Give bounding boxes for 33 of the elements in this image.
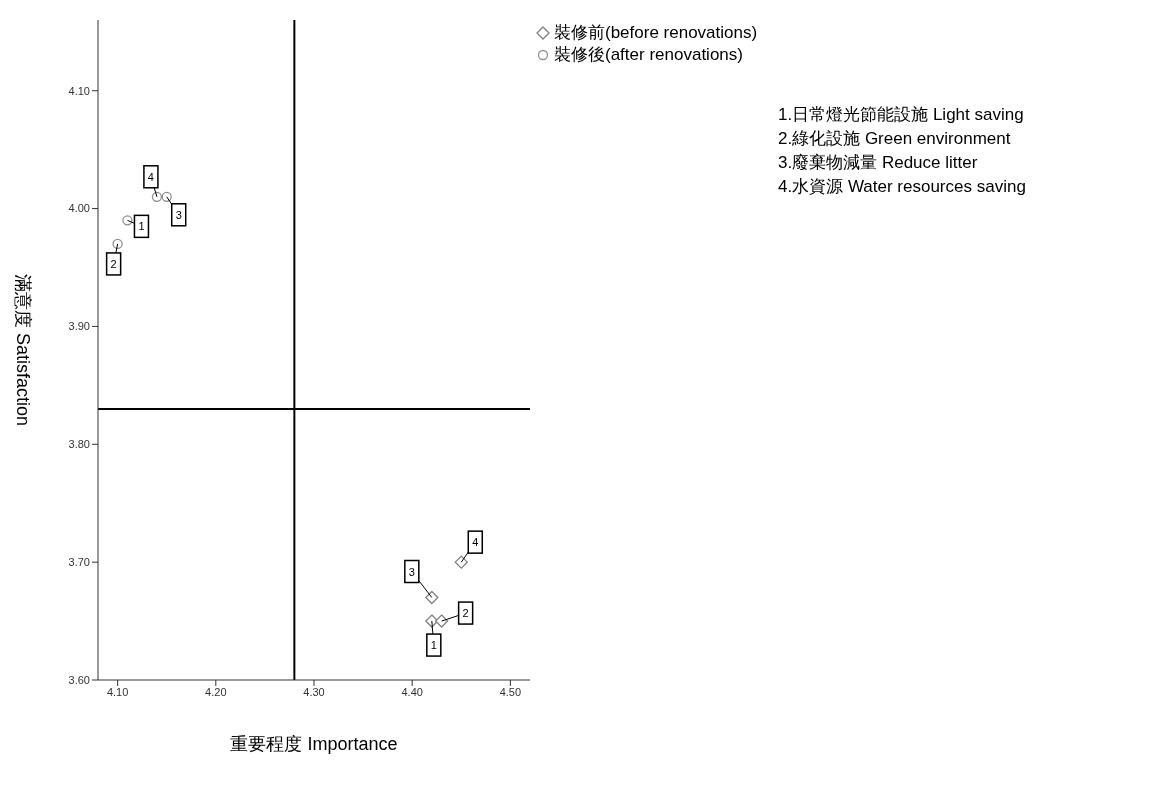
y-tick-label: 3.60 <box>68 673 90 686</box>
point <box>112 238 123 250</box>
annotation: 4 <box>147 170 154 183</box>
x-tick-label: 4.10 <box>106 685 129 698</box>
x-tick-label: 4.30 <box>303 685 325 698</box>
y-tick-label: 4.10 <box>68 84 90 97</box>
point <box>161 191 172 202</box>
legend-label: 裝修前(before renovations) <box>554 22 758 44</box>
text: 2.綠化設施 Green environment <box>778 128 1012 150</box>
annotation: 4 <box>472 536 479 549</box>
point <box>454 555 468 569</box>
point <box>151 191 163 202</box>
y-axis-title: 滿意度 Satisfaction <box>12 273 33 427</box>
annotation: 3 <box>408 565 415 578</box>
x-axis-title: 重要程度 Importance <box>230 734 398 754</box>
annotation: 3 <box>175 208 182 221</box>
legend-label: 裝修後(after renovations) <box>554 44 743 66</box>
y-tick-label: 3.90 <box>68 320 90 333</box>
x-tick-label: 4.20 <box>205 685 227 698</box>
y-tick-label: 4.00 <box>68 202 90 215</box>
point <box>425 590 439 605</box>
y-tick-label: 3.80 <box>68 438 90 451</box>
text: 3.廢棄物減量 Reduce litter <box>778 152 979 174</box>
text: 1.日常燈光節能設施 Light saving <box>778 104 1025 126</box>
x-tick-label: 4.40 <box>401 685 423 698</box>
y-tick-label: 3.70 <box>68 556 90 569</box>
x-tick-label: 4.50 <box>499 685 522 698</box>
annotation: 2 <box>462 607 469 620</box>
annotation: 1 <box>430 639 437 652</box>
annotation: 2 <box>110 257 117 270</box>
annotation: 1 <box>138 220 145 233</box>
text: 4.水資源 Water resources saving <box>778 176 1026 198</box>
point <box>434 614 449 628</box>
